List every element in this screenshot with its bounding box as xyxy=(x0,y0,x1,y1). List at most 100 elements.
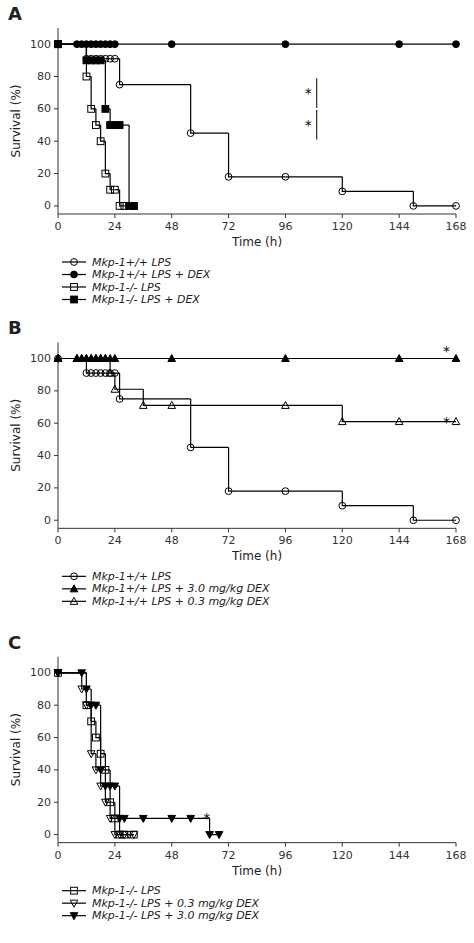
step-segment xyxy=(120,59,191,85)
x-tick-label: 120 xyxy=(332,534,353,547)
data-point xyxy=(106,815,114,822)
x-tick xyxy=(228,528,229,532)
legend-line xyxy=(62,903,86,904)
data-point xyxy=(168,815,176,822)
legend-marker xyxy=(70,913,78,920)
x-tick xyxy=(342,843,343,847)
data-point xyxy=(139,815,147,822)
legend-label: Mkp-1-/- LPS + 0.3 mg/kg DEX xyxy=(92,897,260,910)
x-tick xyxy=(228,214,229,218)
y-axis-line xyxy=(58,28,59,214)
y-tick-label: 60 xyxy=(37,731,51,744)
step-segment xyxy=(120,190,125,206)
x-tick xyxy=(114,528,115,532)
series-markers xyxy=(54,355,460,362)
series-markers xyxy=(55,669,138,838)
data-point xyxy=(282,401,290,408)
data-point xyxy=(453,203,460,210)
y-tick xyxy=(54,423,58,424)
x-tick xyxy=(114,214,115,218)
data-point xyxy=(97,138,104,145)
x-tick-label: 168 xyxy=(446,534,467,547)
step-segment xyxy=(129,125,134,206)
data-point xyxy=(139,401,147,408)
annotation: * xyxy=(203,810,210,826)
data-point xyxy=(282,173,289,180)
x-tick-label: 0 xyxy=(55,849,62,862)
data-point xyxy=(130,203,137,210)
panel-label: C xyxy=(8,632,21,653)
data-point xyxy=(168,355,176,362)
x-tick-label: 120 xyxy=(332,849,353,862)
y-tick-label: 40 xyxy=(37,449,51,462)
legend-line xyxy=(62,576,86,577)
data-point xyxy=(121,815,129,822)
x-tick-label: 96 xyxy=(278,220,292,233)
step-segment xyxy=(342,405,399,421)
data-point xyxy=(97,57,104,64)
step-segment xyxy=(105,58,110,59)
panel-label: A xyxy=(8,3,22,24)
x-tick-label: 0 xyxy=(55,534,62,547)
legend-marker xyxy=(71,284,78,291)
x-tick xyxy=(58,528,59,532)
x-tick xyxy=(342,214,343,218)
legend-marker xyxy=(70,597,78,604)
data-point xyxy=(102,105,109,112)
legend-label: Mkp-1+/+ LPS xyxy=(92,570,171,583)
data-point xyxy=(453,41,460,48)
x-tick-label: 24 xyxy=(108,534,122,547)
x-tick-label: 96 xyxy=(278,534,292,547)
legend-line xyxy=(62,890,86,891)
x-tick-label: 72 xyxy=(222,220,236,233)
x-tick-label: 0 xyxy=(55,220,62,233)
x-tick xyxy=(399,214,400,218)
step-segment xyxy=(229,447,286,491)
legend-label: Mkp-1-/- LPS xyxy=(92,884,161,897)
legend-line xyxy=(62,286,86,287)
series-markers xyxy=(55,41,138,210)
x-tick-label: 144 xyxy=(389,220,410,233)
x-tick xyxy=(399,843,400,847)
step-segment xyxy=(105,60,110,109)
y-tick-label: 20 xyxy=(37,796,51,809)
x-axis-line xyxy=(58,214,456,215)
series-line xyxy=(58,673,134,835)
lines xyxy=(58,44,456,206)
y-tick-label: 60 xyxy=(37,102,51,115)
data-point xyxy=(338,418,346,425)
data-point xyxy=(452,355,460,362)
y-tick-label: 80 xyxy=(37,384,51,397)
x-tick-label: 168 xyxy=(446,220,467,233)
step-segment xyxy=(285,44,399,45)
x-tick-label: 96 xyxy=(278,849,292,862)
data-point xyxy=(111,783,119,790)
data-point xyxy=(187,130,194,137)
figure: A020406080100024487296120144168Time (h)S… xyxy=(0,0,474,943)
data-point xyxy=(225,173,232,180)
legend-marker xyxy=(71,259,78,266)
data-point xyxy=(102,355,110,362)
step-segment xyxy=(413,191,456,206)
y-tick-label: 100 xyxy=(30,38,51,51)
data-point xyxy=(116,122,123,129)
y-tick xyxy=(54,705,58,706)
legend-marker xyxy=(71,271,78,278)
legend-label: Mkp-1+/+ LPS + 3.0 mg/kg DEX xyxy=(92,582,270,595)
legend-marker xyxy=(70,900,78,907)
legend-line xyxy=(62,601,86,602)
series-markers xyxy=(55,41,460,48)
data-point xyxy=(54,355,62,362)
data-point xyxy=(55,355,62,362)
panel: B020406080100024487296120144168Time (h)S… xyxy=(8,317,467,607)
x-axis-label: Time (h) xyxy=(231,864,282,878)
panel: C020406080100024487296120144168Time (h)S… xyxy=(8,632,467,923)
annotation: * xyxy=(305,117,312,133)
y-axis-line xyxy=(58,342,59,528)
data-point xyxy=(339,188,346,195)
step-segment xyxy=(91,372,96,373)
data-point xyxy=(97,767,105,774)
legend-label: Mkp-1-/- LPS xyxy=(92,281,161,294)
annotation-bracket xyxy=(316,78,317,108)
y-tick xyxy=(54,205,58,206)
